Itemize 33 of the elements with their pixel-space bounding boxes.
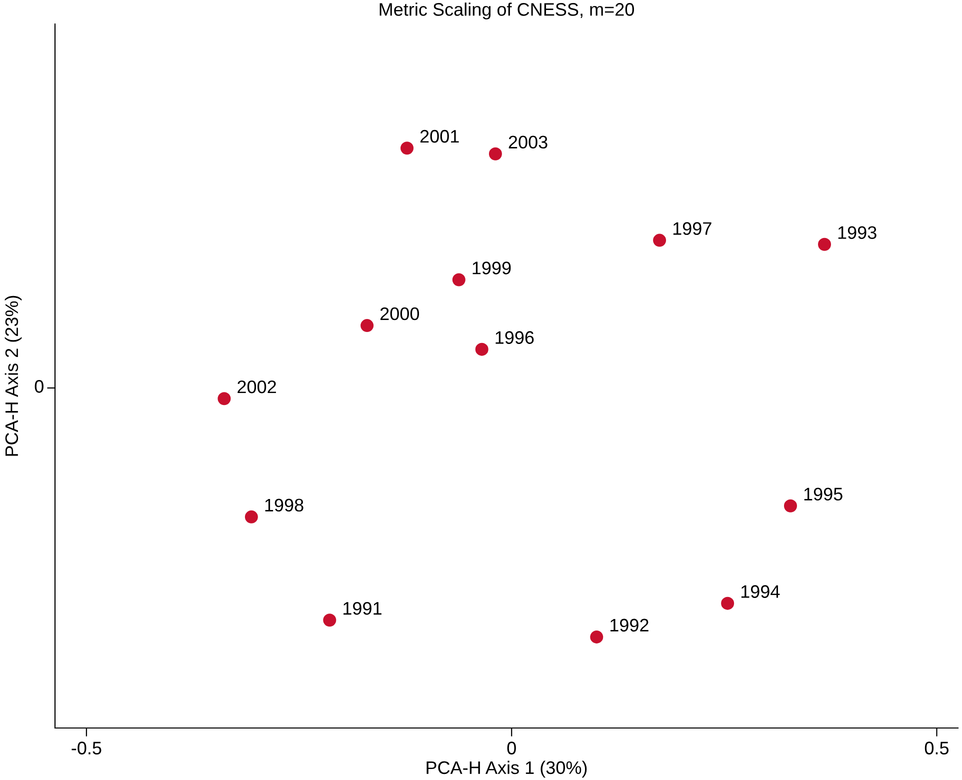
annotation: 1997 — [673, 222, 712, 235]
point — [218, 392, 231, 406]
annotation: 1992 — [610, 618, 648, 632]
annotation: 2000 — [380, 307, 420, 320]
point — [323, 614, 336, 627]
x-tick-label: -0.5 — [72, 742, 102, 754]
point — [721, 596, 734, 610]
annotation: 1998 — [265, 498, 304, 512]
annotation: 1996 — [496, 331, 534, 344]
annotation: 1991 — [344, 602, 382, 615]
chart-title: Metric Scaling of CNESS, m=20 — [380, 2, 634, 20]
annotation: 2002 — [238, 380, 276, 394]
point — [244, 510, 258, 524]
point — [452, 273, 466, 286]
point — [360, 319, 374, 332]
text: 0 — [34, 380, 44, 393]
point — [488, 147, 502, 160]
y-axis-title: PCA-H Axis 2 (23%) — [4, 296, 22, 456]
x-tick-label: 0.5 — [924, 742, 949, 754]
x-axis-title: PCA-H Axis 1 (30%) — [426, 760, 587, 778]
annotation: 1993 — [838, 226, 876, 239]
x-tick-label: 0 — [507, 742, 516, 754]
annotation: 1999 — [472, 262, 511, 274]
annotation: 2001 — [420, 130, 459, 143]
point — [590, 630, 604, 644]
point — [400, 142, 414, 155]
point — [784, 499, 797, 512]
point — [653, 234, 666, 247]
annotation: 2003 — [508, 136, 548, 149]
annotation: 1994 — [741, 585, 780, 598]
point — [475, 342, 488, 356]
annotation: 1995 — [804, 488, 842, 501]
point — [818, 238, 832, 251]
